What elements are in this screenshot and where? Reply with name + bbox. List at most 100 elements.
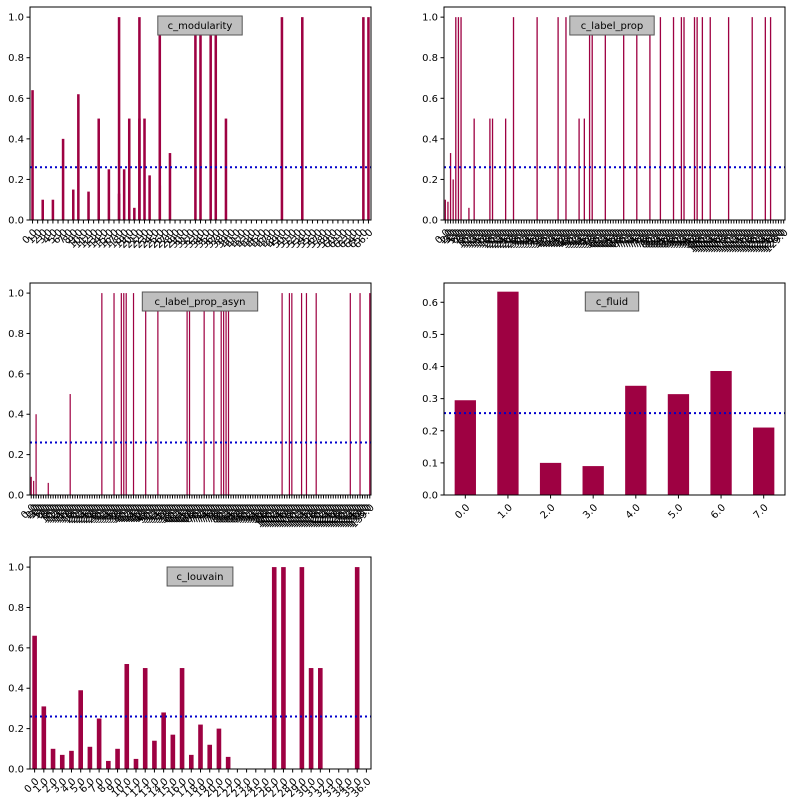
bar xyxy=(305,293,308,495)
bar xyxy=(281,567,286,769)
title-box xyxy=(569,15,655,36)
bar xyxy=(300,293,303,495)
y-tick-label: 0.0 xyxy=(8,216,24,227)
y-tick-label: 0.4 xyxy=(8,134,24,145)
bar xyxy=(117,17,121,221)
y-tick-label: 0.2 xyxy=(422,175,438,186)
bar xyxy=(588,17,591,221)
bar xyxy=(444,199,446,220)
bar xyxy=(115,748,120,769)
subplot-title: c_label_prop_asyn xyxy=(141,291,259,312)
y-tick-label: 0.2 xyxy=(8,175,24,186)
bar xyxy=(454,400,476,495)
bar xyxy=(280,17,284,221)
bar xyxy=(769,17,772,221)
x-tick-label: 7.0 xyxy=(752,502,771,521)
bar xyxy=(468,207,470,220)
subplot-title: c_label_prop xyxy=(569,15,655,36)
bar xyxy=(168,153,172,220)
bar xyxy=(123,293,125,495)
y-tick-label: 1.0 xyxy=(8,563,24,574)
y-tick-label: 0.0 xyxy=(8,765,24,776)
y-tick-label: 0.0 xyxy=(422,491,438,502)
bar xyxy=(727,17,730,221)
bar xyxy=(460,17,462,221)
bar xyxy=(512,17,515,221)
bar xyxy=(87,191,90,220)
bar xyxy=(764,17,766,221)
bar xyxy=(315,293,317,495)
bar xyxy=(145,293,147,495)
bar xyxy=(683,17,685,221)
bar xyxy=(69,750,74,769)
bar xyxy=(578,118,580,220)
bar xyxy=(308,668,314,769)
subplot-title: c_louvain xyxy=(166,566,234,587)
subplot-title: c_modularity xyxy=(157,15,243,36)
y-tick-label: 0.8 xyxy=(8,329,24,340)
bar xyxy=(225,756,231,769)
bar xyxy=(354,567,360,769)
bar xyxy=(701,17,704,221)
x-tick-label: 2.0 xyxy=(539,502,558,521)
bar xyxy=(71,189,75,220)
bar xyxy=(220,293,222,495)
x-tick-label: 4.0 xyxy=(624,502,643,521)
bar xyxy=(604,17,606,221)
bar xyxy=(557,17,559,221)
bar xyxy=(709,17,711,221)
bar xyxy=(301,17,304,221)
y-tick-label: 0.6 xyxy=(422,298,438,309)
bar xyxy=(158,17,162,221)
bar xyxy=(497,291,519,495)
y-tick-label: 0.8 xyxy=(422,53,438,64)
bar xyxy=(87,746,93,769)
bar xyxy=(61,138,65,220)
bar xyxy=(69,394,71,495)
subplot-title-text: c_louvain xyxy=(177,572,224,583)
x-tick-label: 1.0 xyxy=(496,502,515,521)
axes-frame xyxy=(443,282,786,496)
bar xyxy=(179,668,185,769)
y-tick-label: 0.8 xyxy=(8,603,24,614)
bar xyxy=(213,293,215,495)
bar xyxy=(455,17,457,221)
bar xyxy=(473,118,475,220)
axes-frame xyxy=(443,6,786,221)
bar xyxy=(223,293,225,495)
bar xyxy=(636,17,638,221)
y-tick-label: 0.2 xyxy=(422,426,438,437)
y-tick-label: 0.5 xyxy=(422,330,438,341)
bar xyxy=(41,706,47,769)
subplot-title-text: c_label_prop_asyn xyxy=(155,297,246,308)
bar xyxy=(142,668,148,769)
bar xyxy=(457,17,460,221)
subplot-c-modularity: 0.00.20.40.60.81.00.01.02.03.04.05.06.07… xyxy=(8,6,376,251)
bar xyxy=(133,758,139,769)
subplot-c-fluid: 0.0 0.1 0.2 0.3 0.4 0.5 0.6 0.0 1.0 2.0 3.0 4.0 5.0 6… xyxy=(422,282,786,521)
bar xyxy=(120,293,122,495)
bar xyxy=(659,17,662,221)
bar xyxy=(209,17,212,221)
bar xyxy=(113,293,115,495)
subplot-title-text: c_fluid xyxy=(596,297,628,308)
y-tick-label: 0.4 xyxy=(422,362,438,373)
bar xyxy=(369,293,371,495)
y-tick-label: 0.4 xyxy=(8,410,24,421)
bar xyxy=(753,427,775,495)
bar xyxy=(491,118,494,220)
bar xyxy=(539,462,562,495)
x-tick-label: 3.0 xyxy=(581,502,600,521)
bar xyxy=(107,169,111,220)
y-tick-label: 0.4 xyxy=(8,684,24,695)
x-tick-label: 6.0 xyxy=(709,502,728,521)
title-box xyxy=(141,291,259,312)
bar xyxy=(281,293,283,495)
subplot-title-text: c_label_prop xyxy=(581,21,643,32)
bar xyxy=(207,744,213,769)
bar xyxy=(318,668,323,769)
subplot-c-louvain: 0.00.20.40.60.81.00.01.02.03.04.05.06.07… xyxy=(8,556,373,800)
bar xyxy=(349,293,351,495)
bar xyxy=(367,17,370,221)
